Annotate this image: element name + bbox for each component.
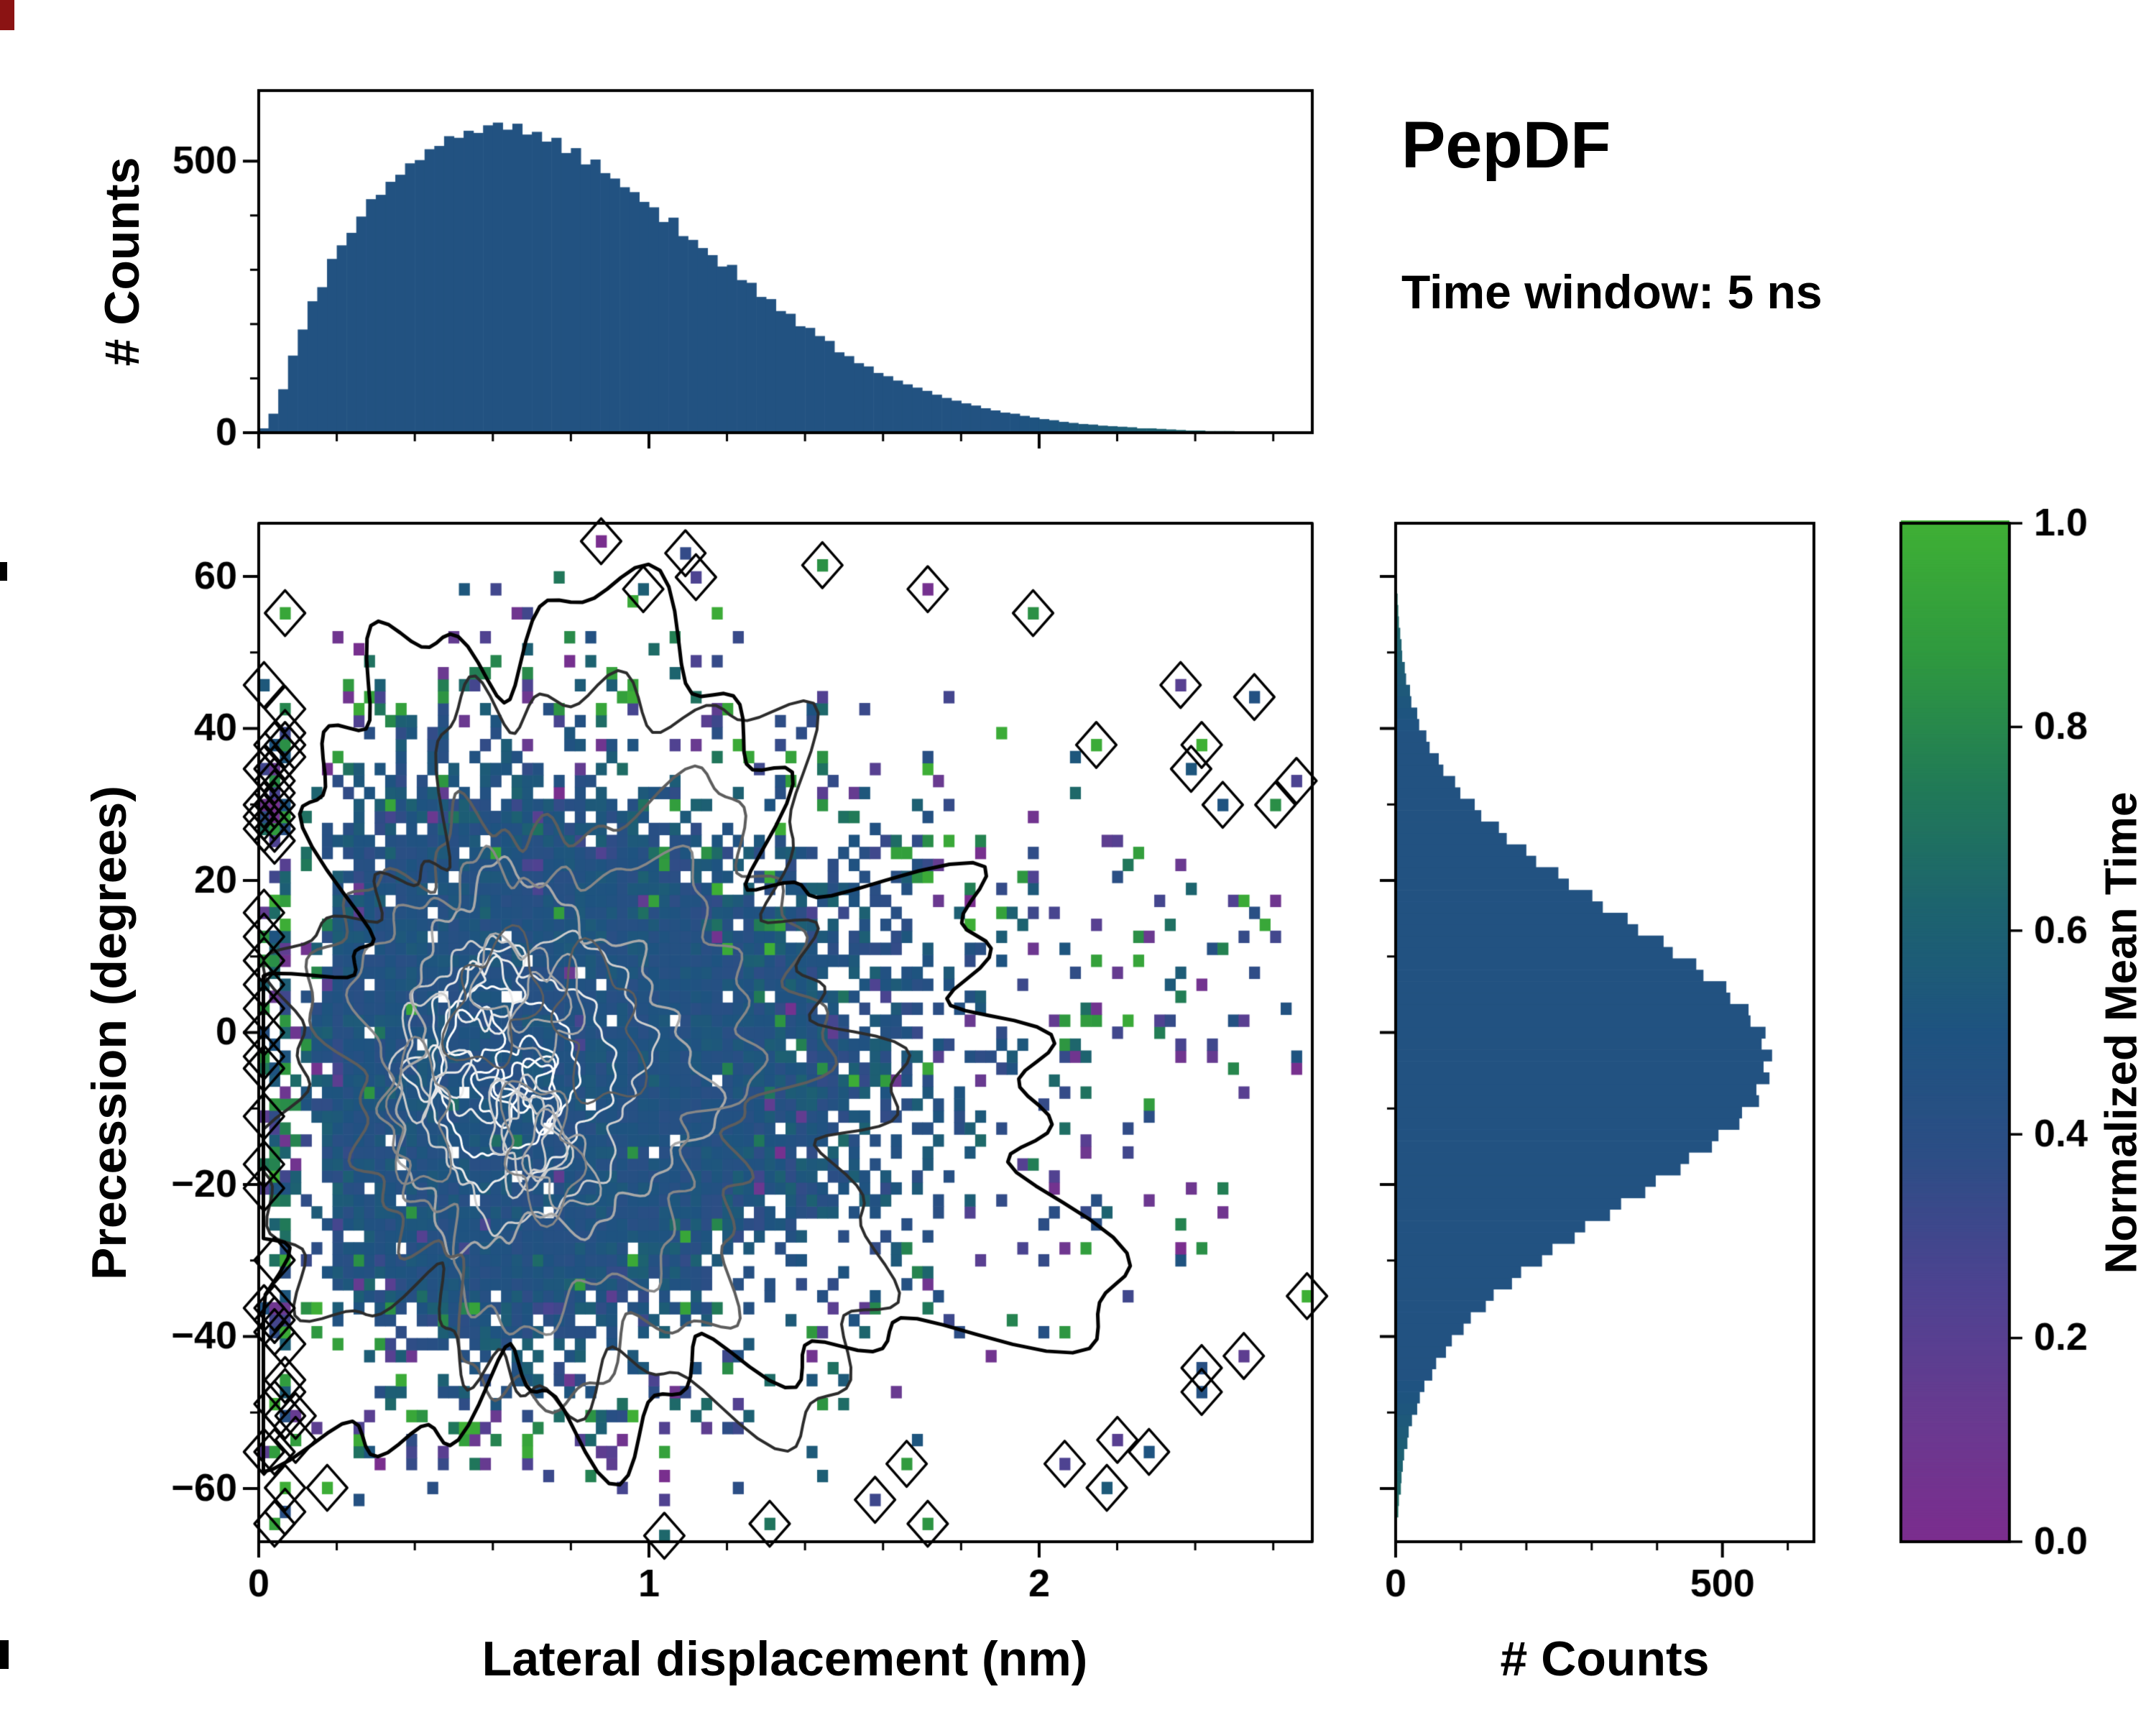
page-title: PepDF — [1401, 109, 1611, 182]
joint-heatmap-canvas — [115, 503, 1337, 1624]
right-histogram-xlabel: # Counts — [1500, 1632, 1710, 1686]
edge-artifact — [0, 0, 14, 30]
colorbar-canvas — [1869, 503, 2156, 1624]
precession-axis-label: Precession (degrees) — [82, 786, 137, 1280]
right-histogram-canvas — [1294, 503, 1897, 1624]
edge-artifact — [0, 562, 7, 581]
top-histogram-ylabel: # Counts — [95, 157, 149, 367]
edge-artifact — [0, 1640, 9, 1669]
time-window-annotation: Time window: 5 ns — [1401, 265, 1823, 318]
colorbar-label: Normalized Mean Time — [2096, 791, 2147, 1274]
lateral-displacement-axis-label: Lateral displacement (nm) — [482, 1632, 1088, 1686]
top-histogram-canvas — [115, 72, 1337, 474]
